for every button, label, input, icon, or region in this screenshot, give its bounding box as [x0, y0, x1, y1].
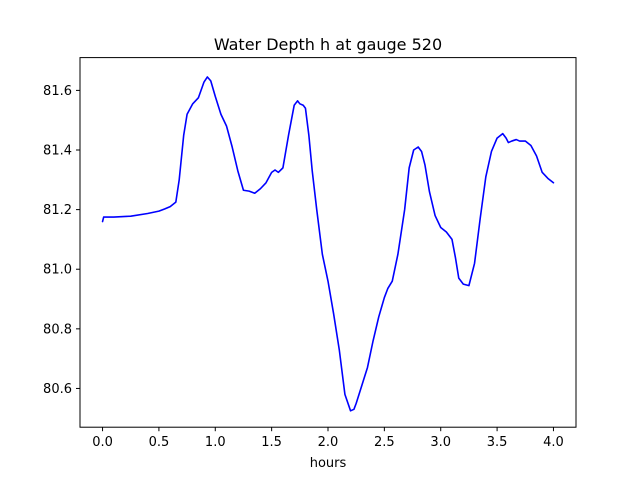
x-tick-label: 0.5 — [149, 435, 170, 450]
x-tick-label: 2.5 — [374, 435, 395, 450]
plot-area — [101, 76, 555, 412]
x-tick-label: 3.5 — [487, 435, 508, 450]
x-tick-label: 3.0 — [430, 435, 451, 450]
x-tick-label: 2.0 — [318, 435, 339, 450]
chart-title: Water Depth h at gauge 520 — [214, 35, 442, 54]
y-tick-label: 81.0 — [43, 263, 72, 278]
series-line-1 — [101, 76, 555, 412]
y-tick-label: 80.8 — [43, 322, 72, 337]
y-tick-label: 80.6 — [43, 382, 72, 397]
y-tick-label: 81.6 — [43, 84, 72, 99]
x-axis-label: hours — [310, 456, 347, 471]
x-tick-label: 0.0 — [92, 435, 113, 450]
axes-frame — [79, 57, 577, 428]
y-axis: 80.6 80.8 81.0 81.2 81.4 81.6 — [43, 84, 80, 397]
x-tick-label: 1.5 — [261, 435, 282, 450]
x-tick-label: 1.0 — [205, 435, 226, 450]
x-axis: 0.0 0.5 1.0 1.5 2.0 2.5 3.0 3.5 4.0 — [92, 427, 564, 450]
y-tick-label: 81.2 — [43, 203, 72, 218]
y-tick-label: 81.4 — [43, 144, 72, 159]
x-tick-label: 4.0 — [543, 435, 564, 450]
